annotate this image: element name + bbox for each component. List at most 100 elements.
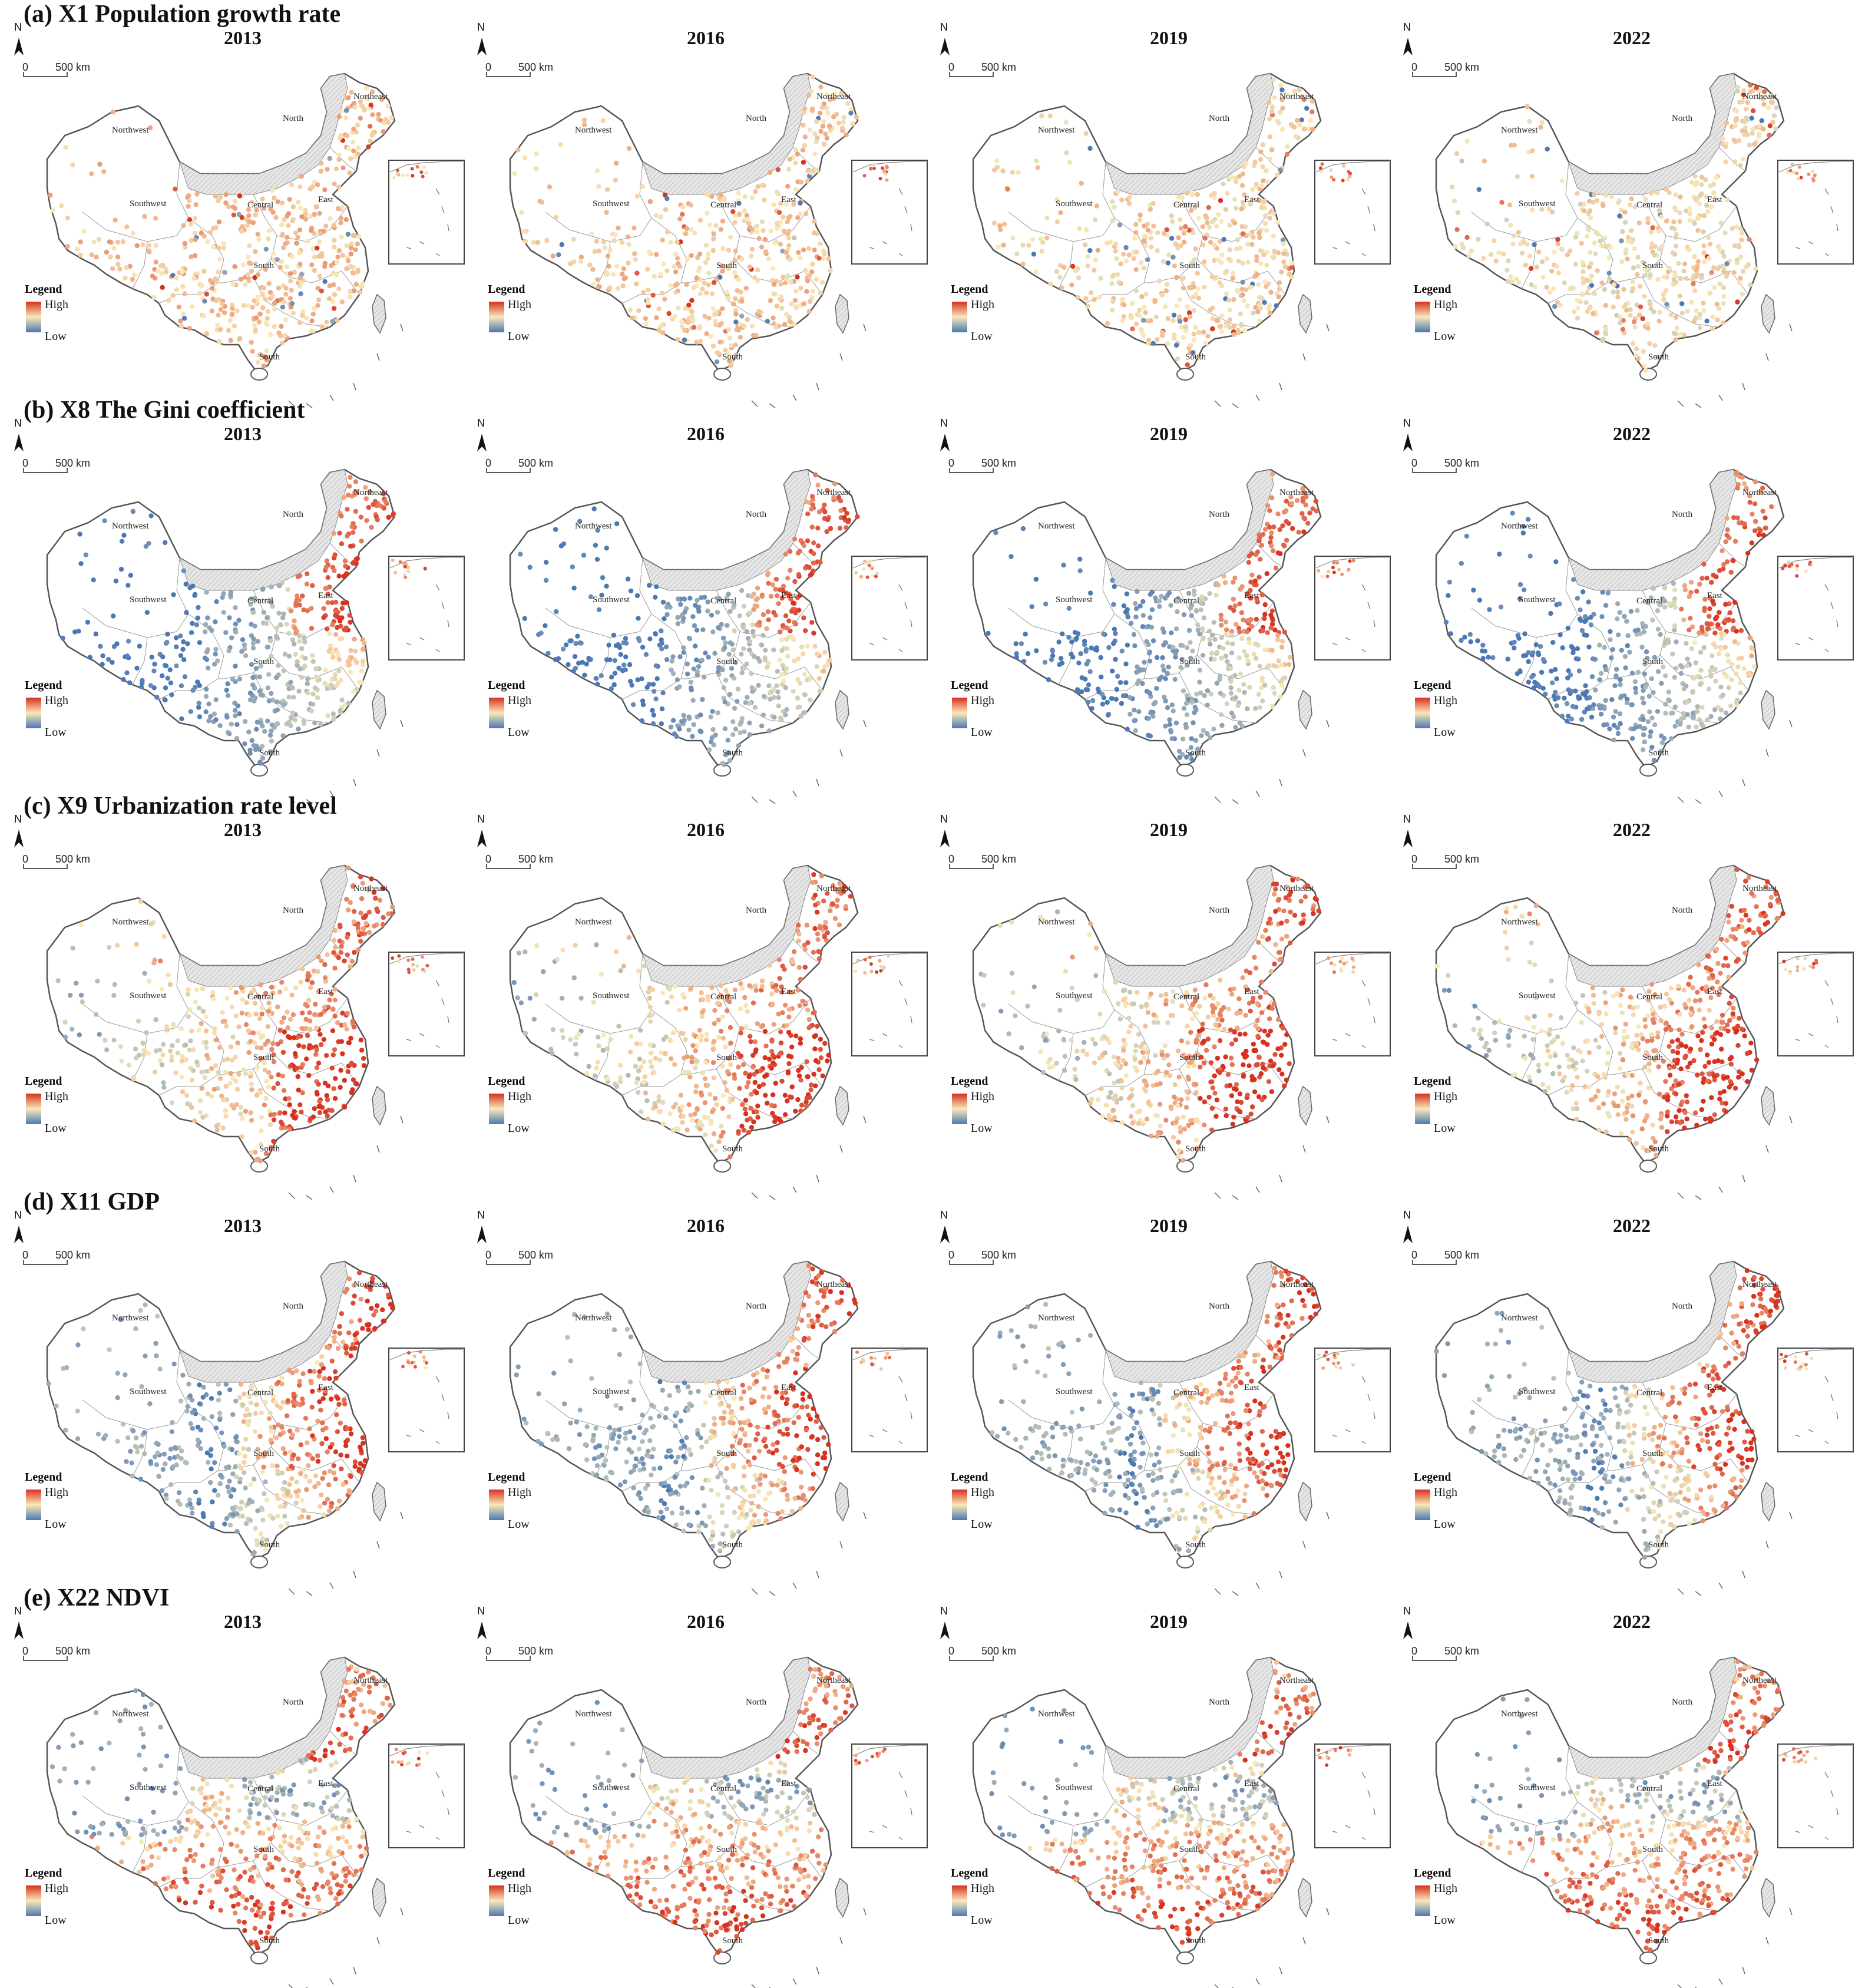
inset-data-point [415, 165, 419, 169]
data-point [1496, 250, 1502, 256]
data-point [1666, 190, 1672, 196]
data-point [1282, 264, 1288, 270]
data-point [1083, 649, 1089, 654]
data-point [1179, 656, 1185, 662]
data-point [1480, 656, 1486, 661]
data-point [615, 286, 621, 291]
data-point [825, 110, 831, 116]
data-point [325, 600, 330, 605]
inset-dash [882, 637, 888, 640]
data-point [796, 656, 801, 662]
data-point [732, 270, 738, 275]
data-point [1735, 664, 1741, 670]
data-point [1150, 714, 1156, 719]
data-point [1510, 510, 1515, 516]
data-point [1219, 655, 1224, 661]
data-point [1174, 275, 1179, 280]
data-point [1186, 227, 1192, 233]
data-point [1223, 619, 1229, 625]
boundary-dash [1695, 799, 1702, 804]
data-point [735, 288, 740, 293]
hainan-island [250, 368, 268, 381]
data-point [1721, 253, 1727, 259]
data-point [1133, 321, 1139, 327]
data-point [762, 197, 767, 203]
data-point [1200, 224, 1206, 229]
data-point [1014, 651, 1019, 656]
data-point [1573, 688, 1578, 694]
data-point [1713, 678, 1718, 684]
data-point [809, 524, 815, 530]
inset-data-point [872, 163, 876, 167]
data-point [332, 292, 338, 298]
data-point [140, 242, 146, 247]
data-point [1070, 263, 1076, 269]
data-point [1622, 210, 1628, 215]
data-point [1189, 613, 1194, 618]
data-point [134, 665, 140, 671]
data-point [287, 296, 293, 301]
data-point [1672, 623, 1678, 629]
inset-dash [435, 584, 440, 591]
data-point [755, 268, 760, 273]
data-point [812, 247, 817, 253]
data-point [1632, 628, 1638, 633]
data-point [1618, 721, 1623, 726]
data-point [779, 648, 785, 653]
data-point [297, 320, 303, 326]
data-point [1527, 553, 1533, 559]
data-point [203, 694, 209, 699]
data-point [1188, 640, 1193, 645]
data-point [164, 639, 170, 645]
data-point [1658, 632, 1663, 638]
data-point [1508, 223, 1513, 228]
data-point [1693, 660, 1698, 666]
data-point [285, 1025, 290, 1031]
data-point [688, 679, 693, 685]
data-point [1558, 632, 1563, 638]
data-point [303, 1026, 309, 1031]
data-point [1601, 336, 1606, 342]
data-point [620, 283, 626, 289]
inset-data-point [1331, 566, 1335, 570]
data-point [352, 950, 357, 955]
data-point [1056, 639, 1062, 645]
inset-dash [1361, 188, 1366, 195]
data-point [1666, 697, 1671, 703]
inset-data-point [1781, 566, 1785, 570]
data-point [254, 207, 259, 213]
data-point [558, 142, 564, 147]
data-point [1701, 562, 1707, 567]
data-point [1149, 245, 1154, 250]
data-point [1164, 227, 1169, 233]
region-label: South [1179, 261, 1201, 270]
data-point [1534, 265, 1539, 270]
data-point [1735, 299, 1740, 305]
inset-dash [1808, 241, 1814, 245]
data-point [1635, 263, 1641, 269]
data-point [246, 1050, 252, 1055]
data-point [1145, 227, 1150, 233]
data-point [272, 300, 277, 306]
data-point [1224, 323, 1229, 329]
data-point [239, 229, 244, 234]
data-point [1598, 671, 1604, 676]
data-point [1717, 265, 1722, 270]
data-point [1169, 736, 1175, 741]
data-point [1448, 631, 1453, 636]
data-point [1301, 97, 1307, 103]
data-point [1704, 318, 1709, 323]
data-point [1690, 711, 1695, 716]
data-point [761, 694, 766, 699]
data-point [180, 1054, 185, 1059]
data-point [1625, 256, 1630, 262]
data-point [345, 1069, 350, 1074]
data-point [1239, 224, 1245, 229]
data-point [705, 210, 710, 216]
data-point [1258, 248, 1263, 253]
data-point [1169, 213, 1174, 219]
data-point [242, 741, 247, 747]
data-point [709, 612, 715, 618]
data-point [1582, 208, 1587, 213]
data-point [659, 637, 664, 643]
